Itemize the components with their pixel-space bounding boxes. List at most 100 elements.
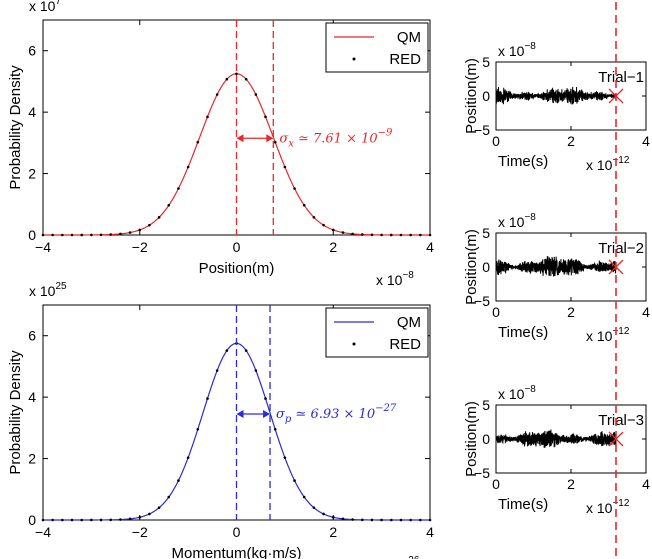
red-point: [264, 397, 267, 400]
sigma-annotation: σp ≃ 6.93 × 10−27: [276, 403, 397, 425]
red-point: [148, 512, 151, 516]
y-tick-label: 6: [28, 43, 36, 59]
legend-label-qm: QM: [397, 29, 421, 46]
y-tick-label: 0: [482, 431, 490, 447]
x-tick-label: 2: [567, 476, 575, 492]
red-point: [322, 512, 325, 516]
red-point: [196, 140, 200, 144]
red-point: [51, 518, 54, 522]
trajectory-trace: [495, 429, 617, 448]
red-point: [283, 456, 287, 459]
y-tick-label: 5: [482, 225, 490, 241]
x-tick-label: 2: [567, 133, 575, 149]
red-point: [390, 518, 393, 522]
red-point: [41, 233, 45, 237]
trial-title: Trial−2: [598, 240, 644, 257]
red-point: [293, 187, 296, 190]
red-point: [61, 233, 64, 237]
trial-title: Trial−3: [598, 412, 644, 429]
red-point: [41, 518, 45, 522]
red-point: [51, 233, 54, 237]
red-point: [409, 233, 412, 237]
red-point: [109, 233, 113, 236]
red-point: [331, 515, 335, 519]
red-point: [244, 349, 248, 352]
red-point: [80, 518, 83, 522]
legend-label-red: RED: [389, 51, 421, 68]
red-point: [138, 515, 142, 519]
red-point: [177, 187, 180, 190]
x-tick-label: 4: [426, 524, 434, 540]
x-tick-label: 4: [642, 133, 650, 149]
x-tick-label: 4: [642, 304, 650, 320]
x-axis-label: Time(s): [498, 153, 548, 170]
x-tick-label: 0: [492, 476, 500, 492]
red-point: [215, 369, 219, 372]
x-axis-label: Position(m): [199, 260, 275, 277]
y-tick-label: 5: [482, 54, 490, 70]
red-point: [206, 397, 209, 400]
red-point: [206, 115, 209, 119]
red-point: [225, 349, 229, 352]
x-multiplier-label: x 10−12: [586, 498, 630, 516]
red-point: [370, 518, 374, 522]
x-tick-label: −2: [132, 239, 148, 255]
red-point: [399, 233, 403, 237]
legend-swatch-red: [352, 57, 356, 61]
trial-title: Trial−1: [598, 69, 644, 86]
y-tick-label: −5: [474, 293, 490, 309]
red-point: [167, 495, 171, 499]
trajectory-trace: [495, 256, 617, 277]
y-tick-label: 0: [28, 227, 36, 243]
red-point: [119, 232, 122, 236]
red-point: [70, 233, 74, 237]
red-point: [428, 518, 432, 522]
red-point: [428, 233, 432, 237]
legend: QM RED: [325, 22, 429, 73]
y-tick-label: 5: [482, 397, 490, 413]
y-axis-label: Position(m): [463, 401, 480, 477]
y-axis-label: Probability Density: [7, 350, 24, 475]
red-point: [119, 518, 122, 521]
x-tick-label: 4: [426, 239, 434, 255]
red-point: [254, 93, 258, 96]
x-tick-label: 2: [567, 304, 575, 320]
arrow-head-right: [266, 134, 274, 143]
red-point: [254, 369, 258, 372]
y-tick-label: 0: [28, 512, 36, 528]
red-point: [167, 204, 171, 207]
legend-label-red: RED: [389, 336, 421, 353]
red-point: [273, 140, 277, 144]
x-tick-label: −4: [35, 524, 51, 540]
red-point: [80, 233, 83, 237]
red-point: [351, 232, 354, 236]
red-point: [331, 228, 335, 232]
x-multiplier-label: x 10−12: [586, 155, 630, 173]
y-tick-label: 0: [482, 88, 490, 104]
red-point: [360, 233, 364, 236]
red-point: [196, 427, 200, 431]
arrow-head-left: [236, 134, 244, 143]
y-tick-label: 4: [28, 104, 36, 120]
arrow-head-left: [236, 410, 244, 419]
x-axis-label: Time(s): [498, 324, 548, 341]
red-point: [90, 518, 93, 522]
red-point: [157, 506, 161, 510]
legend-label-qm: QM: [397, 314, 421, 331]
red-point: [90, 233, 93, 237]
sigma-annotation: σx ≃ 7.61 × 10−9: [279, 127, 393, 149]
red-point: [273, 427, 277, 431]
red-point: [186, 165, 190, 169]
x-tick-label: 0: [492, 304, 500, 320]
red-point: [99, 233, 103, 237]
red-point: [380, 518, 383, 522]
x-axis-label: Momentum(kg·m/s): [171, 545, 301, 559]
y-multiplier-label: x 10−8: [498, 212, 536, 230]
red-point: [341, 517, 345, 521]
y-tick-label: −5: [474, 122, 490, 138]
red-point: [225, 77, 229, 81]
red-point: [419, 233, 422, 237]
position-density-plot: −4 −2 0 2 4 0 2 4 6 σx ≃ 7.61 × 10−9 QM RED Position…: [7, 0, 434, 288]
